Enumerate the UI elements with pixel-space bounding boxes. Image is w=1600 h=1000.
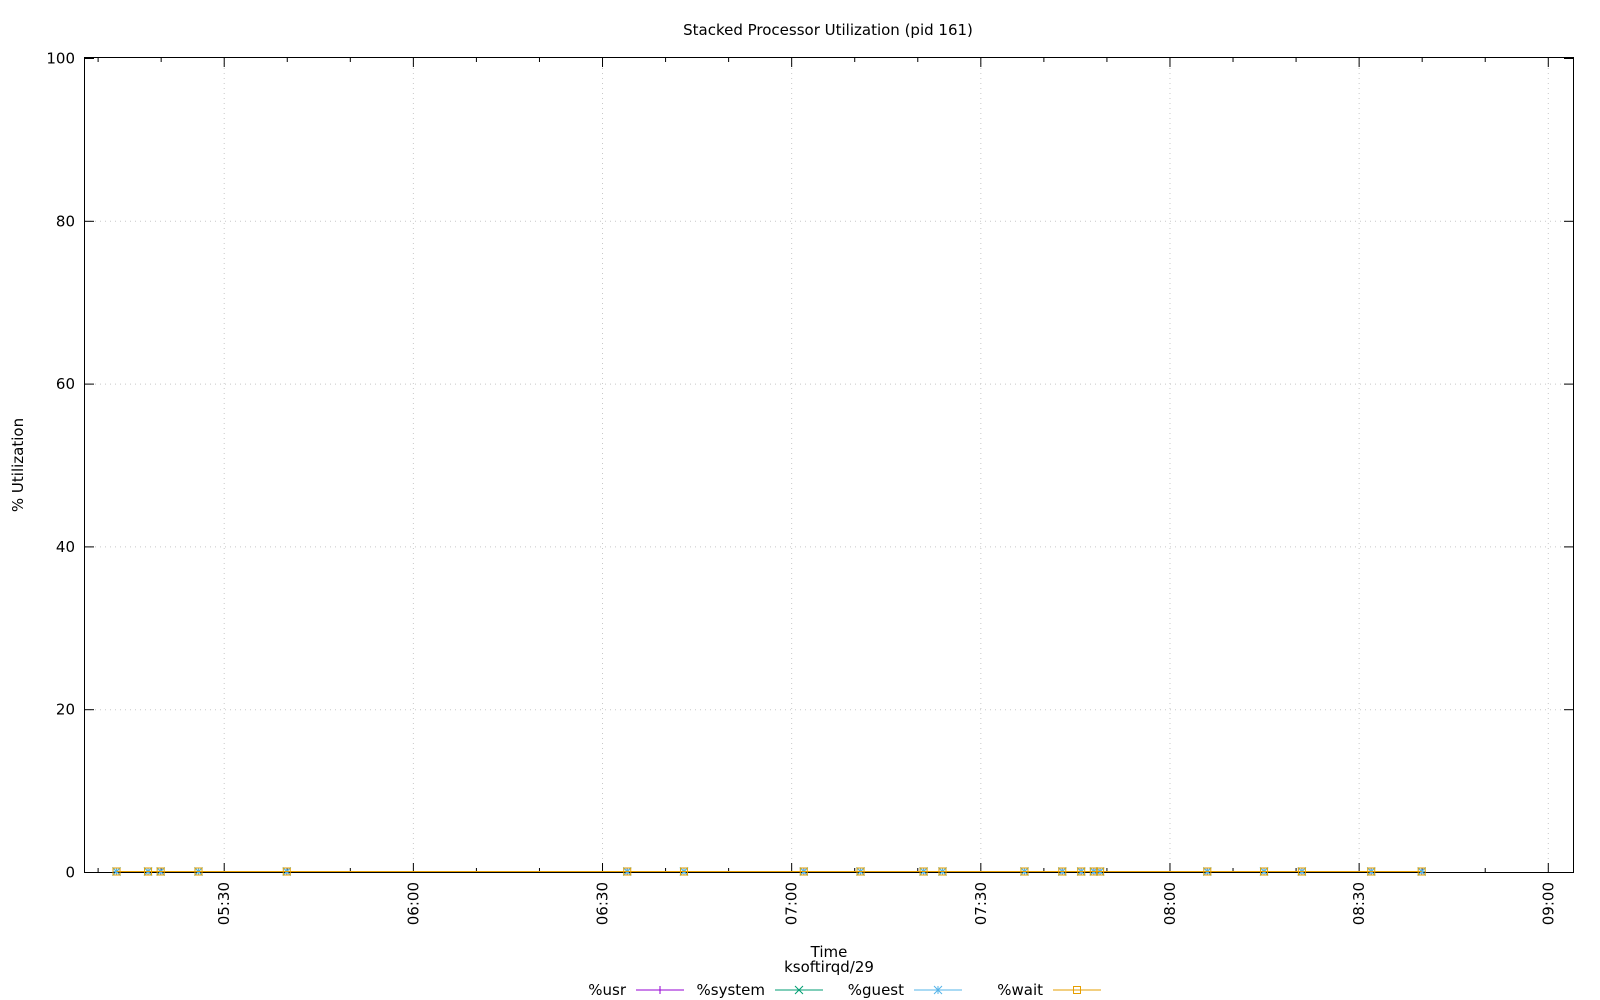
- data-point: [112, 867, 121, 876]
- legend-marker: [656, 986, 664, 994]
- data-point: [144, 867, 153, 876]
- data-point: [799, 867, 808, 876]
- data-point: [679, 867, 688, 876]
- y-tick-label: 20: [56, 701, 75, 719]
- chart-title: Stacked Processor Utilization (pid 161): [683, 21, 973, 39]
- x-tick-label: 08:00: [1161, 882, 1179, 925]
- x-tick-label: 06:30: [594, 882, 612, 925]
- legend-entry: %guest: [848, 981, 962, 999]
- data-point: [1077, 867, 1086, 876]
- data-point: [1297, 867, 1306, 876]
- y-axis-tick-labels: 0 20 40 60 80 100: [46, 50, 75, 882]
- x-tick-label: 06:00: [404, 882, 422, 925]
- data-point: [1058, 867, 1067, 876]
- legend-label: %usr: [588, 981, 627, 999]
- y-tick-label: 40: [56, 538, 75, 556]
- data-point: [1020, 867, 1029, 876]
- data-point: [1203, 867, 1212, 876]
- data-point: [282, 867, 291, 876]
- x-axis-tick-labels: 05:30 06:00 06:30 07:00 07:30 08:00 08:30 09:00: [215, 882, 1557, 925]
- y-tick-label: 80: [56, 212, 75, 230]
- legend-marker: [933, 985, 943, 995]
- x-tick-label: 05:30: [215, 882, 233, 925]
- y-tick-label: 60: [56, 375, 75, 393]
- legend-entry: %wait: [997, 981, 1101, 999]
- x-axis-sublabel: ksoftirqd/29: [784, 958, 874, 976]
- data-point: [1367, 867, 1376, 876]
- legend-entry: %system: [697, 981, 823, 999]
- data-point: [1089, 867, 1098, 876]
- legend: %usr %system %guest %wait: [588, 981, 1101, 999]
- x-axis-label: Time: [810, 943, 848, 961]
- legend-label: %wait: [997, 981, 1043, 999]
- data-point: [194, 867, 203, 876]
- data-point: [156, 867, 165, 876]
- x-tick-label: 09:00: [1539, 882, 1557, 925]
- y-axis-label: % Utilization: [9, 418, 27, 512]
- data-point: [1417, 867, 1427, 876]
- data-point: [112, 867, 121, 876]
- legend-label: %guest: [848, 981, 904, 999]
- legend-label: %system: [697, 981, 765, 999]
- x-tick-label: 08:30: [1350, 882, 1368, 925]
- x-tick-label: 07:00: [783, 882, 801, 925]
- plot-frame: [84, 57, 1574, 873]
- y-tick-label: 0: [65, 864, 75, 882]
- legend-marker: [1073, 986, 1081, 994]
- series-pct-wait: [112, 867, 1426, 876]
- axis-ticks: [85, 58, 1573, 873]
- legend-marker: [794, 985, 804, 995]
- data-point: [856, 867, 865, 876]
- data-point: [938, 867, 947, 876]
- grid-lines: [85, 58, 1573, 872]
- data-point: [1260, 867, 1269, 876]
- data-point: [919, 867, 928, 876]
- series-layer: [112, 867, 1427, 876]
- legend-entry: %usr: [588, 981, 684, 999]
- x-tick-label: 07:30: [972, 882, 990, 925]
- data-point: [1096, 867, 1105, 876]
- data-point: [1417, 867, 1426, 876]
- data-point: [623, 867, 632, 876]
- y-tick-label: 100: [46, 50, 75, 68]
